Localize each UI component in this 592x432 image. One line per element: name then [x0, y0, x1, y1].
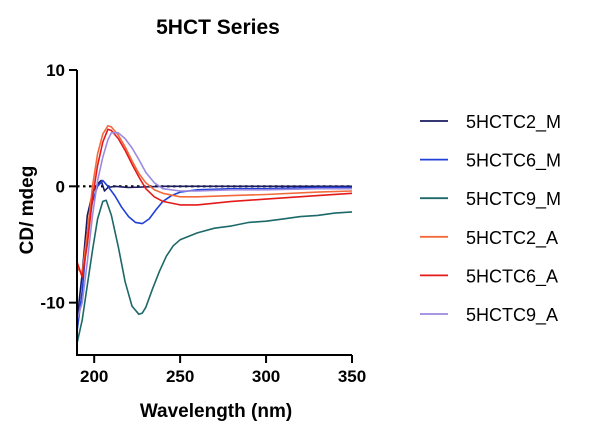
x-tick-label: 200	[80, 367, 108, 386]
series-line-5HCTC6_A	[76, 128, 353, 278]
y-axis-label: CD/ mdeg	[17, 166, 38, 255]
legend-label: 5HCTC9_M	[466, 189, 561, 210]
series-line-5HCTC2_A	[76, 125, 353, 275]
legend-label: 5HCTC2_A	[466, 228, 558, 249]
legend-label: 5HCTC6_A	[466, 266, 558, 287]
plot-area	[76, 125, 353, 344]
legend-label: 5HCTC6_M	[466, 151, 561, 172]
y-tick-label: 0	[56, 177, 65, 196]
x-tick-label: 300	[252, 367, 280, 386]
series-line-5HCTC9_M	[76, 199, 353, 344]
legend-label: 5HCTC2_M	[466, 112, 561, 133]
x-tick-label: 250	[166, 367, 194, 386]
x-tick-label: 350	[338, 367, 366, 386]
series-line-5HCTC9_A	[76, 132, 352, 321]
chart-title: 5HCT Series	[156, 16, 280, 39]
y-tick-label: 10	[46, 61, 65, 80]
axes: 10 0 -10 200 250 300 350	[40, 61, 366, 386]
y-tick-label: -10	[40, 294, 65, 313]
legend-label: 5HCTC9_A	[466, 305, 558, 326]
x-axis-label: Wavelength (nm)	[140, 401, 292, 422]
legend: 5HCTC2_M 5HCTC6_M 5HCTC9_M 5HCTC2_A 5HCTC6_A…	[420, 112, 561, 326]
